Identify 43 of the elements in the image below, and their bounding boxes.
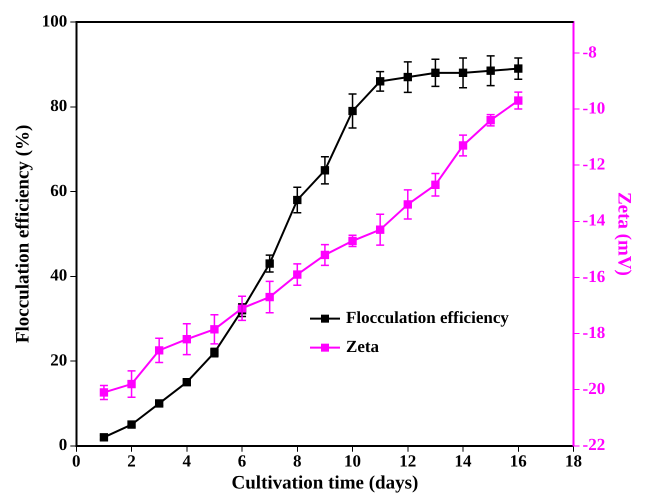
y-tick-label: 80 [50, 96, 68, 116]
y2-tick-label: -14 [582, 210, 606, 230]
point [431, 68, 440, 78]
y2-tick-label: -22 [582, 435, 606, 454]
point [514, 96, 522, 105]
y-tick-label: 40 [50, 266, 68, 285]
x-tick-label: 4 [182, 451, 192, 470]
point [210, 325, 219, 334]
x-tick-label: 2 [127, 451, 136, 470]
legend-label: Zeta [346, 337, 380, 356]
y-axis-title: Flocculation efficiency (%) [12, 124, 34, 344]
y2-axis-title: Zeta (mV) [614, 192, 635, 276]
x-tick-label: 8 [293, 451, 302, 470]
y2-tick-label: -10 [582, 98, 606, 118]
x-tick-label: 10 [344, 451, 362, 470]
y-tick-label: 0 [58, 435, 68, 454]
y-tick-label: 60 [50, 180, 68, 200]
x-tick-label: 14 [454, 451, 472, 470]
y-tick-label: 20 [50, 350, 68, 370]
x-tick-label: 16 [510, 451, 527, 470]
x-axis-title: Cultivation time (days) [232, 472, 418, 494]
point [404, 72, 412, 82]
point [486, 66, 495, 75]
point [376, 77, 384, 86]
x-tick-label: 12 [399, 451, 416, 470]
point [154, 346, 164, 355]
x-tick-label: 0 [72, 451, 81, 470]
point [404, 200, 412, 209]
point [376, 226, 384, 234]
point [514, 64, 522, 73]
point [320, 166, 330, 175]
legend-label: Flocculation efficiency [346, 308, 510, 328]
y2-tick-label: -8 [582, 42, 597, 62]
y2-tick-label: -16 [582, 266, 606, 286]
y2-tick-label: -12 [582, 154, 606, 174]
y2-tick-label: -20 [582, 379, 606, 398]
point [431, 180, 440, 189]
point [293, 270, 302, 279]
y2-tick-label: -18 [582, 322, 606, 342]
x-tick-label: 18 [565, 451, 582, 470]
y-tick-label: 100 [42, 11, 68, 30]
point [182, 334, 191, 344]
x-tick-label: 6 [238, 451, 246, 470]
